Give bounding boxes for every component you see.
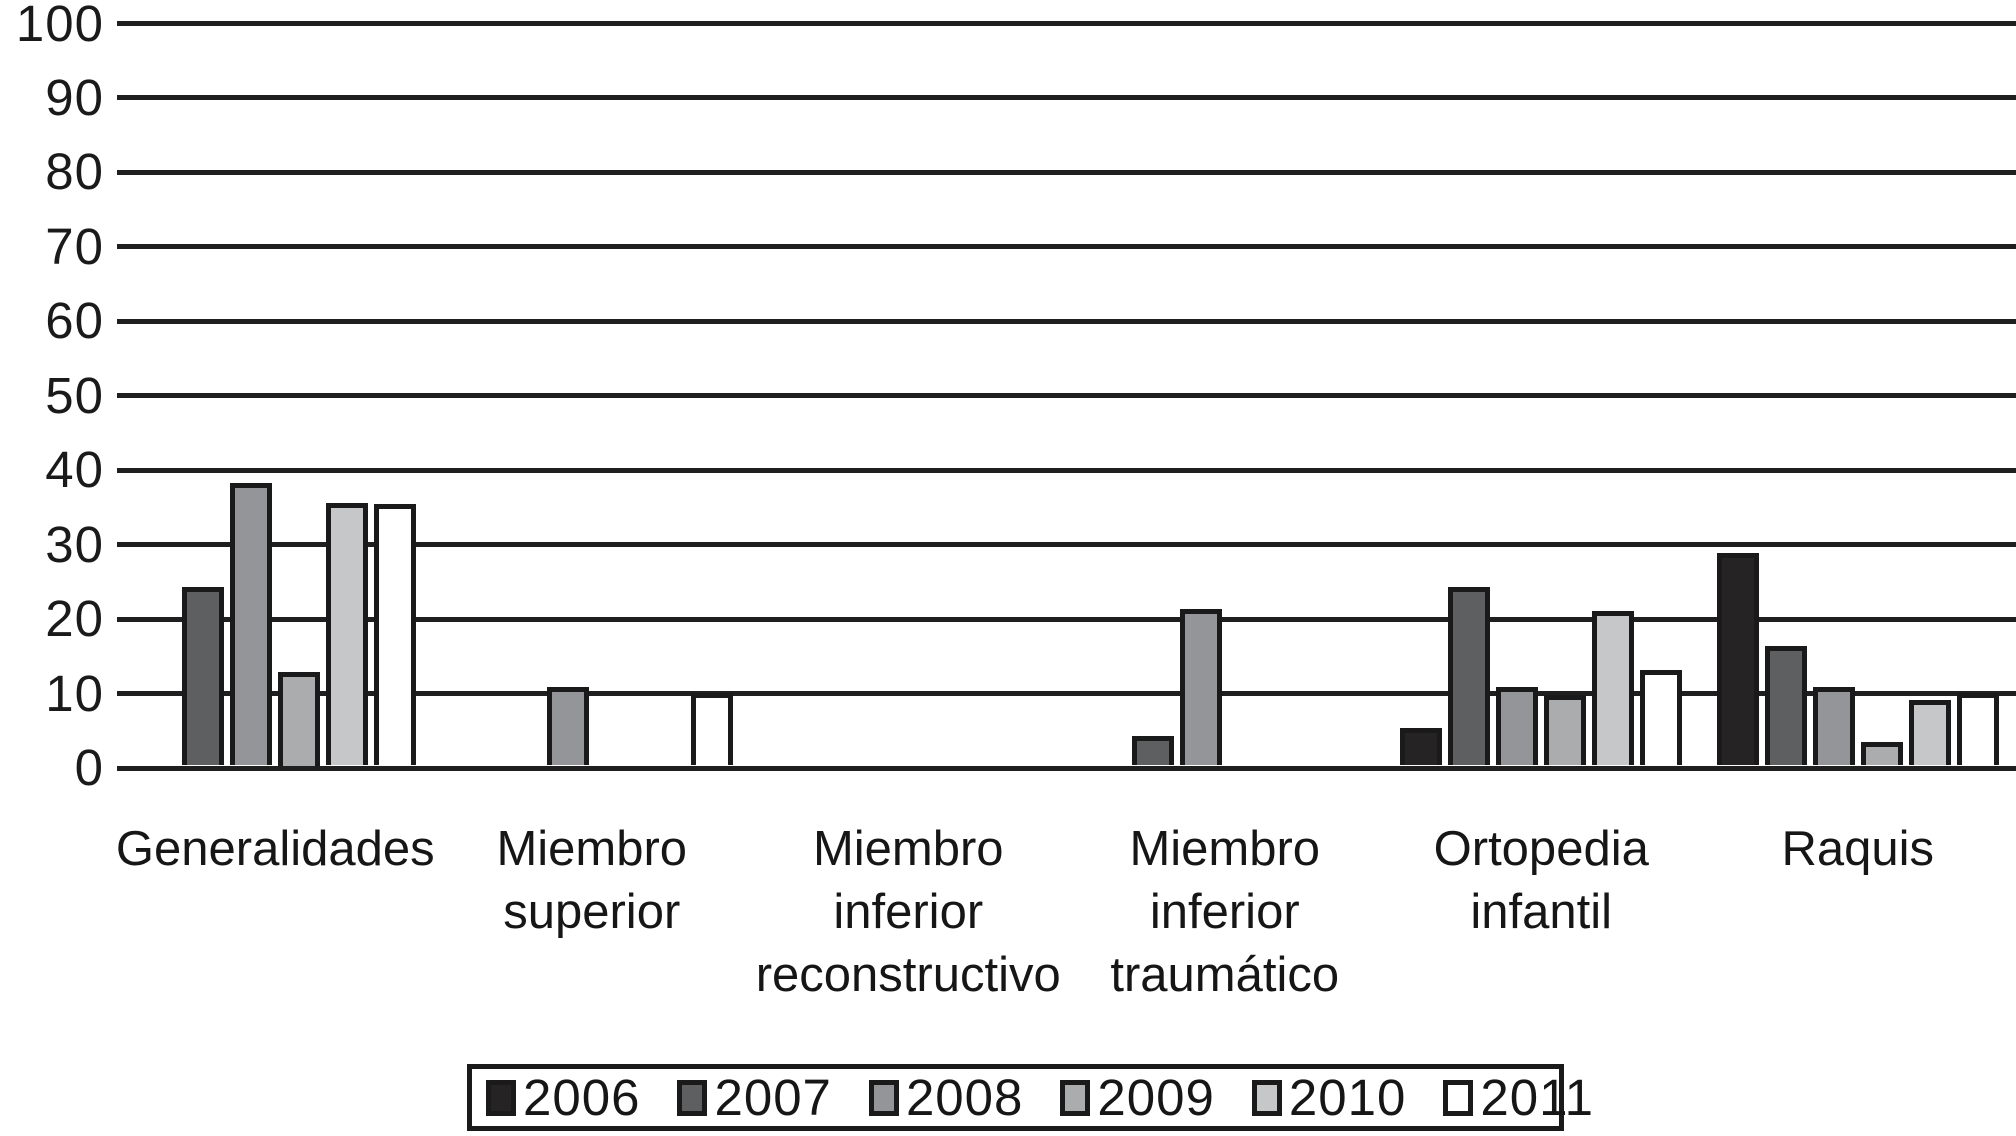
bar-2010-ortopedia-infantil [1592,611,1635,766]
y-tick-label-60: 60 [45,292,104,350]
category-label-miembro-inferior-reconstructivo: Miembro inferior reconstructivo [608,818,1208,1007]
legend-label-2007: 2007 [714,1069,832,1126]
bar-2008-miembro-inferior-traum-tico [1179,609,1222,766]
legend-item-2007: 2007 [677,1072,831,1123]
bar-2008-raquis [1812,687,1855,766]
category-label-line: Generalidades [115,822,435,876]
legend-label-2008: 2008 [905,1069,1024,1126]
category-label-line: reconstructivo [755,948,1061,1002]
gridline-100 [117,21,2016,26]
legend-label-2010: 2010 [1288,1069,1407,1126]
legend-swatch-2009 [1060,1079,1091,1116]
bar-2006-ortopedia-infantil [1400,728,1443,766]
category-label-line: Miembro [812,822,1004,876]
y-tick-label-0: 0 [74,739,104,796]
y-tick-label-80: 80 [45,143,104,201]
y-tick-label-30: 30 [45,515,104,573]
bar-2006-raquis [1716,553,1759,766]
y-tick-label-90: 90 [45,68,104,126]
category-label-line: infantil [1470,885,1613,939]
category-label-line: Miembro [496,822,688,876]
legend-item-2006: 2006 [486,1072,640,1123]
y-tick-label-70: 70 [45,217,104,275]
y-tick-label-100: 100 [15,0,104,52]
bar-2011-miembro-superior [690,693,733,766]
gridline-10 [117,691,2016,697]
category-label-line: superior [503,885,681,939]
category-label-raquis: Raquis [1558,818,2016,881]
bar-2008-miembro-superior [546,687,589,766]
gridline-20 [117,616,2016,622]
category-label-miembro-superior: Miembro superior [292,818,892,944]
legend-label-2009: 2009 [1097,1069,1215,1126]
bar-2007-ortopedia-infantil [1448,586,1491,766]
legend-label-2006: 2006 [523,1069,641,1126]
gridline-70 [117,244,2016,250]
bar-2009-raquis [1860,741,1903,766]
gridline-40 [117,467,2016,473]
bar-2011-generalidades [374,504,417,766]
legend-swatch-2006 [486,1079,516,1116]
legend-swatch-2008 [868,1079,899,1116]
category-label-line: Ortopedia [1433,822,1649,876]
gridline-90 [117,95,2016,101]
bar-2011-ortopedia-infantil [1640,670,1683,766]
category-label-line: Miembro [1129,822,1321,876]
bar-2007-miembro-inferior-traum-tico [1131,735,1174,766]
category-label-miembro-inferior-traum-tico: Miembro inferior traumático [925,818,1525,1007]
legend-label-2011: 2011 [1480,1069,1595,1126]
category-label-line: Raquis [1781,822,1935,876]
legend-item-2008: 2008 [868,1069,1024,1126]
gridline-0 [117,765,2016,771]
category-label-ortopedia-infantil: Ortopedia infantil [1241,818,1841,944]
legend-swatch-2007 [677,1079,708,1116]
legend: 2006 2007 2008 2009 2010 2011 [467,1064,1593,1131]
legend-item-2009: 2009 [1060,1072,1214,1123]
y-tick-label-20: 20 [45,590,104,648]
bar-2008-generalidades [230,482,273,766]
category-label-generalidades: Generalidades [0,818,575,881]
category-label-line: inferior [1149,885,1300,939]
legend-item-2011: 2011 [1443,1072,1594,1123]
gridline-60 [117,318,2016,324]
gridline-30 [117,542,2016,548]
bar-2009-ortopedia-infantil [1544,694,1587,766]
y-tick-label-10: 10 [45,664,104,722]
legend-item-2010: 2010 [1251,1069,1407,1126]
gridline-80 [117,169,2016,175]
category-label-line: inferior [833,885,984,939]
legend-swatch-2011 [1443,1079,1474,1116]
y-tick-label-50: 50 [45,366,104,424]
bar-2011-raquis [1956,693,1999,766]
bar-2007-raquis [1764,646,1807,766]
y-tick-label-40: 40 [45,441,104,499]
bar-2009-generalidades [278,672,321,766]
legend-swatch-2010 [1251,1079,1282,1116]
bar-2007-generalidades [182,586,225,766]
gridline-50 [117,393,2016,399]
category-label-line: traumático [1110,948,1340,1002]
bar-2010-raquis [1908,699,1951,766]
bar-2010-generalidades [326,502,369,766]
bar-2008-ortopedia-infantil [1496,687,1539,766]
